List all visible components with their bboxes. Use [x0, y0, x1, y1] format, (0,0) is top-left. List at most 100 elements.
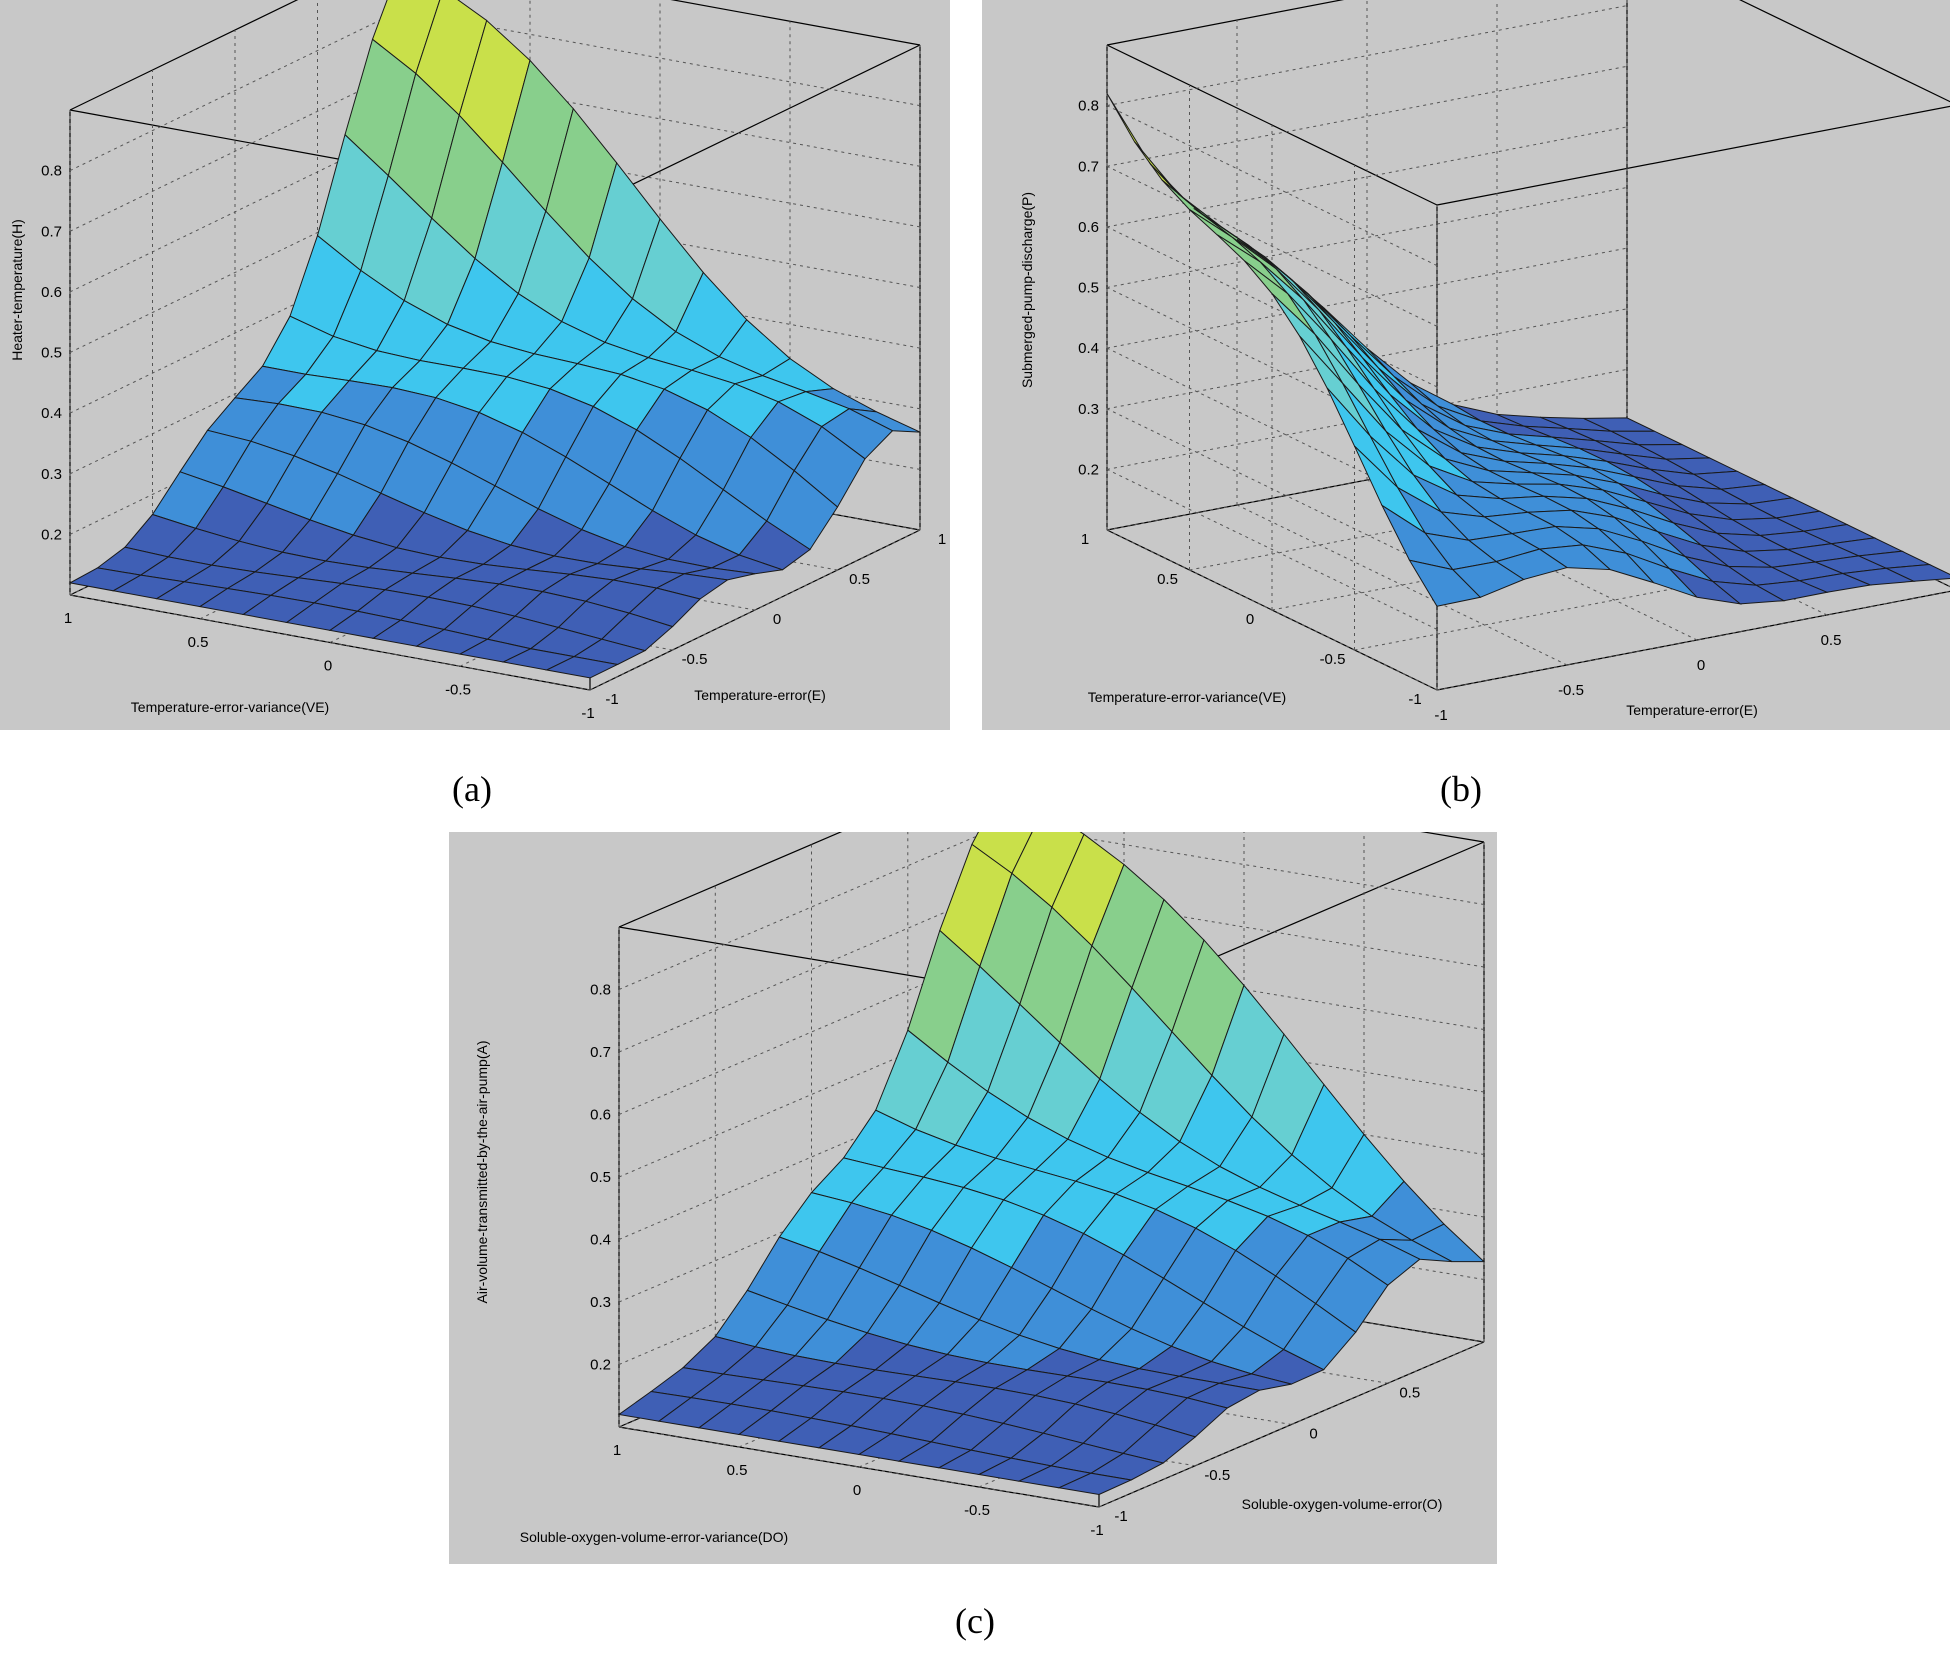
z-axis-label: Air-volume-transmitted-by-the-air-pump(A… [474, 1041, 490, 1304]
grid-line [69, 131, 401, 293]
axis-edge [670, 0, 921, 46]
y-axis-label: Temperature-error-variance(VE) [1088, 689, 1286, 705]
y-tick-label: 0.5 [1157, 571, 1178, 588]
x-axis-label: Temperature-error(E) [694, 687, 825, 703]
grid-line [1106, 247, 1628, 349]
z-tick-label: 0.7 [590, 1044, 611, 1061]
x-tick-label: -1 [1114, 1508, 1127, 1525]
z-tick-label: 0.8 [590, 982, 611, 999]
grid-line [1106, 287, 1438, 448]
grid-line [1106, 226, 1438, 388]
z-tick-label: 0.6 [590, 1107, 611, 1124]
z-tick-label: 0.2 [590, 1357, 611, 1374]
surface-patch [1189, 209, 1261, 263]
y-tick-label: 0 [853, 1482, 861, 1499]
x-tick-label: -1 [605, 691, 618, 708]
surface-patch [545, 656, 620, 679]
z-tick-label: 0.2 [1078, 461, 1099, 478]
axis-edge [589, 44, 921, 206]
z-tick-label: 0.7 [1078, 158, 1099, 175]
z-tick-label: 0.2 [41, 526, 62, 543]
y-tick-label: -1 [1408, 691, 1421, 708]
y-tick-label: -0.5 [964, 1502, 990, 1519]
grid-line [1106, 408, 1438, 570]
z-tick-label: 0.6 [41, 284, 62, 301]
grid-line [1106, 126, 1628, 228]
grid-line [69, 252, 401, 414]
z-tick-label: 0.8 [41, 163, 62, 180]
surface [68, 0, 921, 679]
x-tick-label: 0.5 [1399, 1384, 1420, 1401]
x-tick-label: 0 [1697, 657, 1705, 674]
surface-patch [1106, 93, 1179, 194]
axis-labels: Submerged-pump-discharge(P) Temperature-e… [1019, 192, 1758, 718]
axis-edge [1106, 0, 1345, 46]
y-tick-label: 0.5 [188, 634, 209, 651]
x-tick-label: -1 [1434, 707, 1447, 724]
axis-edge [1436, 105, 1950, 206]
z-tick-label: 0.3 [1078, 401, 1099, 418]
chart-panel-b: -1-0.500.51-1-0.500.510.20.30.40.50.60.7… [982, 0, 1950, 730]
z-tick-label: 0.3 [41, 466, 62, 483]
grid-line [1106, 308, 1628, 410]
grid-line [1106, 347, 1438, 509]
surface-plot-c: -1-0.500.51-1-0.500.510.20.30.40.50.60.7… [474, 832, 1486, 1545]
y-tick-label: 1 [613, 1442, 621, 1459]
axis-labels: Heater-temperature(H) Temperature-error(E… [9, 219, 826, 715]
surface-plot-b: -1-0.500.51-1-0.500.510.20.30.40.50.60.7… [1019, 0, 1950, 724]
tick-labels: -1-0.500.51-1-0.500.510.20.30.40.50.60.7… [41, 163, 946, 722]
grid-line [1106, 468, 1438, 630]
grid-line [1106, 105, 1438, 267]
y-tick-label: 0 [324, 658, 332, 675]
z-tick-label: 0.6 [1078, 219, 1099, 236]
surface-patch [1408, 559, 1482, 607]
y-tick-label: -1 [581, 705, 594, 722]
tick-labels: -1-0.500.51-1-0.500.510.20.30.40.50.60.7… [1078, 98, 1841, 724]
surface-patch [1711, 580, 1786, 605]
caption-b: (b) [1440, 769, 1482, 809]
z-tick-label: 0.5 [1078, 280, 1099, 297]
surface-patch [1057, 1472, 1133, 1496]
x-tick-label: -0.5 [682, 651, 708, 668]
grid-line [1106, 187, 1628, 288]
y-tick-label: -0.5 [1320, 651, 1346, 668]
y-tick-label: 1 [64, 610, 72, 627]
y-axis-label: Temperature-error-variance(VE) [131, 699, 329, 715]
z-tick-label: 0.3 [590, 1294, 611, 1311]
tick-labels: -1-0.500.51-1-0.500.510.20.30.40.50.60.7… [590, 982, 1420, 1540]
z-tick-label: 0.4 [41, 405, 62, 422]
y-tick-label: 0 [1246, 611, 1254, 628]
caption-a: (a) [452, 769, 492, 809]
x-tick-label: 0 [773, 611, 781, 628]
surface-plot-a: -1 -0.5 0 0.5 1 -1 -0.5 0 0.5 1 0.2 0.3 0.4 0.5 0.6 0.7… [9, 0, 946, 722]
z-axis-label: Submerged-pump-discharge(P) [1019, 192, 1035, 388]
grid-line [69, 10, 401, 172]
caption-c: (c) [955, 1601, 995, 1641]
grid-line [1106, 65, 1628, 167]
x-tick-label: 0.5 [849, 571, 870, 588]
x-tick-label: -0.5 [1558, 682, 1584, 699]
grid-line [69, 192, 401, 353]
grid-line [1106, 5, 1628, 107]
y-tick-label: 1 [1081, 531, 1089, 548]
surface [617, 832, 1486, 1496]
axis-labels: Air-volume-transmitted-by-the-air-pump(A… [474, 1041, 1442, 1545]
x-tick-label: 0 [1309, 1426, 1317, 1443]
z-tick-label: 0.4 [1078, 340, 1099, 357]
x-axis-label: Soluble-oxygen-volume-error(O) [1242, 1496, 1443, 1512]
z-tick-label: 0.5 [41, 345, 62, 362]
x-tick-label: -0.5 [1204, 1467, 1230, 1484]
z-tick-label: 0.7 [41, 223, 62, 240]
x-axis-label: Temperature-error(E) [1626, 702, 1757, 718]
grid-line [1236, 504, 1568, 666]
z-tick-label: 0.8 [1078, 98, 1099, 115]
grid-line [69, 70, 401, 232]
z-axis-label: Heater-temperature(H) [9, 219, 25, 361]
chart-panel-a: -1 -0.5 0 0.5 1 -1 -0.5 0 0.5 1 0.2 0.3 0.4 0.5 0.6 0.7… [0, 0, 950, 730]
chart-panel-c: -1-0.500.51-1-0.500.510.20.30.40.50.60.7… [449, 832, 1497, 1564]
y-tick-label: -1 [1090, 1522, 1103, 1539]
axis-edge [1739, 0, 1950, 103]
y-tick-label: -0.5 [445, 681, 471, 698]
surface [1106, 93, 1950, 607]
z-tick-label: 0.5 [590, 1169, 611, 1186]
